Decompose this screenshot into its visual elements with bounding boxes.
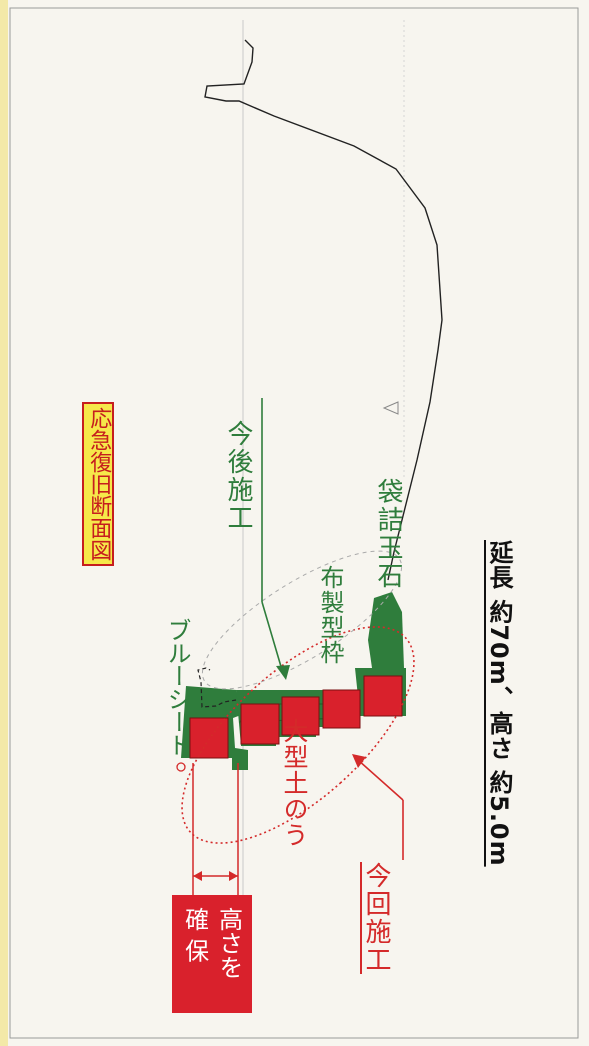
height-box-line1: 高さを [214,907,243,979]
terrain-profile [204,39,443,581]
sandbag [281,696,320,736]
this-work-arrow [357,759,404,801]
anchor-circle [176,762,186,772]
sandbag [363,675,403,717]
dimensions-summary: 延長 約70m、高さ 約5.0m [485,540,513,867]
diagram-title: 応急復旧断面図 [82,402,115,566]
arrowhead-icon [193,871,202,881]
fabric-formwork-label: 布製型枠 [316,565,344,665]
yellow-edge [0,0,8,1046]
sandbag [189,717,229,759]
large-sandbags-label: 大型土のう [280,718,309,848]
future-work-label: 今後施工 [223,420,253,532]
arrowhead-icon [276,665,290,680]
arrowhead-icon [352,754,366,768]
blue-sheet-label: ブルーシート [163,618,191,756]
sandbag [322,689,361,729]
formwork-outline-dashed [201,550,403,690]
height-secured-box: 高さを 確 保 [172,895,252,1013]
bagged-stones-shape [368,592,404,668]
this-work-label: 今回施工 [361,862,391,974]
arrowhead-icon [229,871,238,881]
water-level-marker [382,401,399,415]
blue-sheet-outline [197,667,237,708]
height-box-line2: 確 保 [180,907,209,963]
sandbag [240,703,280,745]
bagged-stones-label: 袋詰玉石 [373,478,403,590]
future-work-arrow [261,601,283,671]
this-work-outline [181,626,415,844]
diagram-border [9,7,579,1039]
